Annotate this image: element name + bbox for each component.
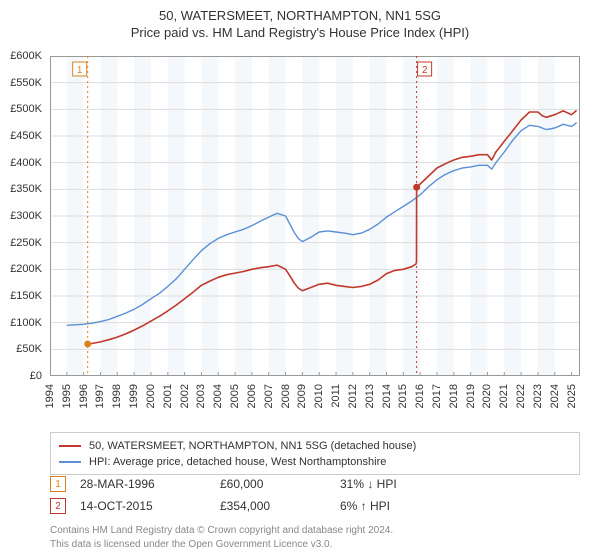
x-tick-label: 2013 <box>364 384 376 408</box>
x-axis-labels: 1994199519961997199819992000200120022003… <box>50 378 580 440</box>
transaction-date: 14-OCT-2015 <box>80 499 220 513</box>
plot-area: 12 <box>50 56 580 376</box>
x-tick-label: 2019 <box>465 384 477 408</box>
x-tick-label: 2020 <box>481 384 493 408</box>
transaction-row: 2 14-OCT-2015 £354,000 6% ↑ HPI <box>50 498 580 514</box>
x-tick-label: 1998 <box>111 384 123 408</box>
plot-svg: 12 <box>50 56 580 376</box>
x-tick-label: 2007 <box>263 384 275 408</box>
legend-swatch-icon <box>59 461 81 463</box>
legend-label: HPI: Average price, detached house, West… <box>89 456 386 468</box>
x-tick-label: 2008 <box>280 384 292 408</box>
chart-subtitle: Price paid vs. HM Land Registry's House … <box>0 23 600 40</box>
x-tick-label: 2022 <box>515 384 527 408</box>
legend-item: HPI: Average price, detached house, West… <box>59 454 571 470</box>
x-tick-label: 2023 <box>532 384 544 408</box>
x-tick-label: 2001 <box>162 384 174 408</box>
transaction-marker-icon: 1 <box>50 476 66 492</box>
transaction-delta: 6% ↑ HPI <box>340 499 390 513</box>
transaction-marker-icon: 2 <box>50 498 66 514</box>
x-tick-label: 2017 <box>431 384 443 408</box>
legend-swatch-icon <box>59 445 81 447</box>
y-tick-label: £400K <box>10 157 42 169</box>
x-tick-label: 2021 <box>498 384 510 408</box>
x-tick-label: 2000 <box>145 384 157 408</box>
x-tick-label: 2003 <box>195 384 207 408</box>
y-tick-label: £250K <box>10 237 42 249</box>
x-tick-label: 2004 <box>212 384 224 408</box>
x-tick-label: 2014 <box>381 384 393 408</box>
y-tick-label: £100K <box>10 317 42 329</box>
x-tick-label: 2016 <box>414 384 426 408</box>
svg-text:1: 1 <box>77 65 83 76</box>
x-tick-label: 2015 <box>397 384 409 408</box>
y-tick-label: £450K <box>10 130 42 142</box>
footer-line: Contains HM Land Registry data © Crown c… <box>50 524 580 538</box>
x-tick-label: 2002 <box>179 384 191 408</box>
transaction-delta: 31% ↓ HPI <box>340 477 397 491</box>
x-tick-label: 2025 <box>566 384 578 408</box>
x-tick-label: 2006 <box>246 384 258 408</box>
x-tick-label: 2009 <box>296 384 308 408</box>
x-tick-label: 2005 <box>229 384 241 408</box>
chart-container: 50, WATERSMEET, NORTHAMPTON, NN1 5SG Pri… <box>0 0 600 560</box>
x-tick-label: 1997 <box>94 384 106 408</box>
svg-text:2: 2 <box>422 65 428 76</box>
chart-title: 50, WATERSMEET, NORTHAMPTON, NN1 5SG <box>0 0 600 23</box>
y-tick-label: £150K <box>10 290 42 302</box>
y-axis-labels: £0£50K£100K£150K£200K£250K£300K£350K£400… <box>0 56 46 376</box>
transaction-date: 28-MAR-1996 <box>80 477 220 491</box>
y-tick-label: £0 <box>30 370 42 382</box>
x-tick-label: 2012 <box>347 384 359 408</box>
legend: 50, WATERSMEET, NORTHAMPTON, NN1 5SG (de… <box>50 432 580 475</box>
x-tick-label: 1999 <box>128 384 140 408</box>
x-tick-label: 2010 <box>313 384 325 408</box>
legend-item: 50, WATERSMEET, NORTHAMPTON, NN1 5SG (de… <box>59 438 571 454</box>
x-tick-label: 2018 <box>448 384 460 408</box>
y-tick-label: £350K <box>10 183 42 195</box>
y-tick-label: £200K <box>10 263 42 275</box>
x-tick-label: 2024 <box>549 384 561 408</box>
footer-line: This data is licensed under the Open Gov… <box>50 538 580 552</box>
legend-label: 50, WATERSMEET, NORTHAMPTON, NN1 5SG (de… <box>89 440 416 452</box>
footer-attribution: Contains HM Land Registry data © Crown c… <box>50 524 580 551</box>
transaction-row: 1 28-MAR-1996 £60,000 31% ↓ HPI <box>50 476 580 492</box>
x-tick-label: 2011 <box>330 384 342 408</box>
transaction-price: £354,000 <box>220 499 340 513</box>
transaction-price: £60,000 <box>220 477 340 491</box>
x-tick-label: 1996 <box>78 384 90 408</box>
y-tick-label: £300K <box>10 210 42 222</box>
y-tick-label: £600K <box>10 50 42 62</box>
y-tick-label: £50K <box>16 343 42 355</box>
x-tick-label: 1994 <box>44 384 56 408</box>
x-tick-label: 1995 <box>61 384 73 408</box>
y-tick-label: £500K <box>10 103 42 115</box>
y-tick-label: £550K <box>10 77 42 89</box>
